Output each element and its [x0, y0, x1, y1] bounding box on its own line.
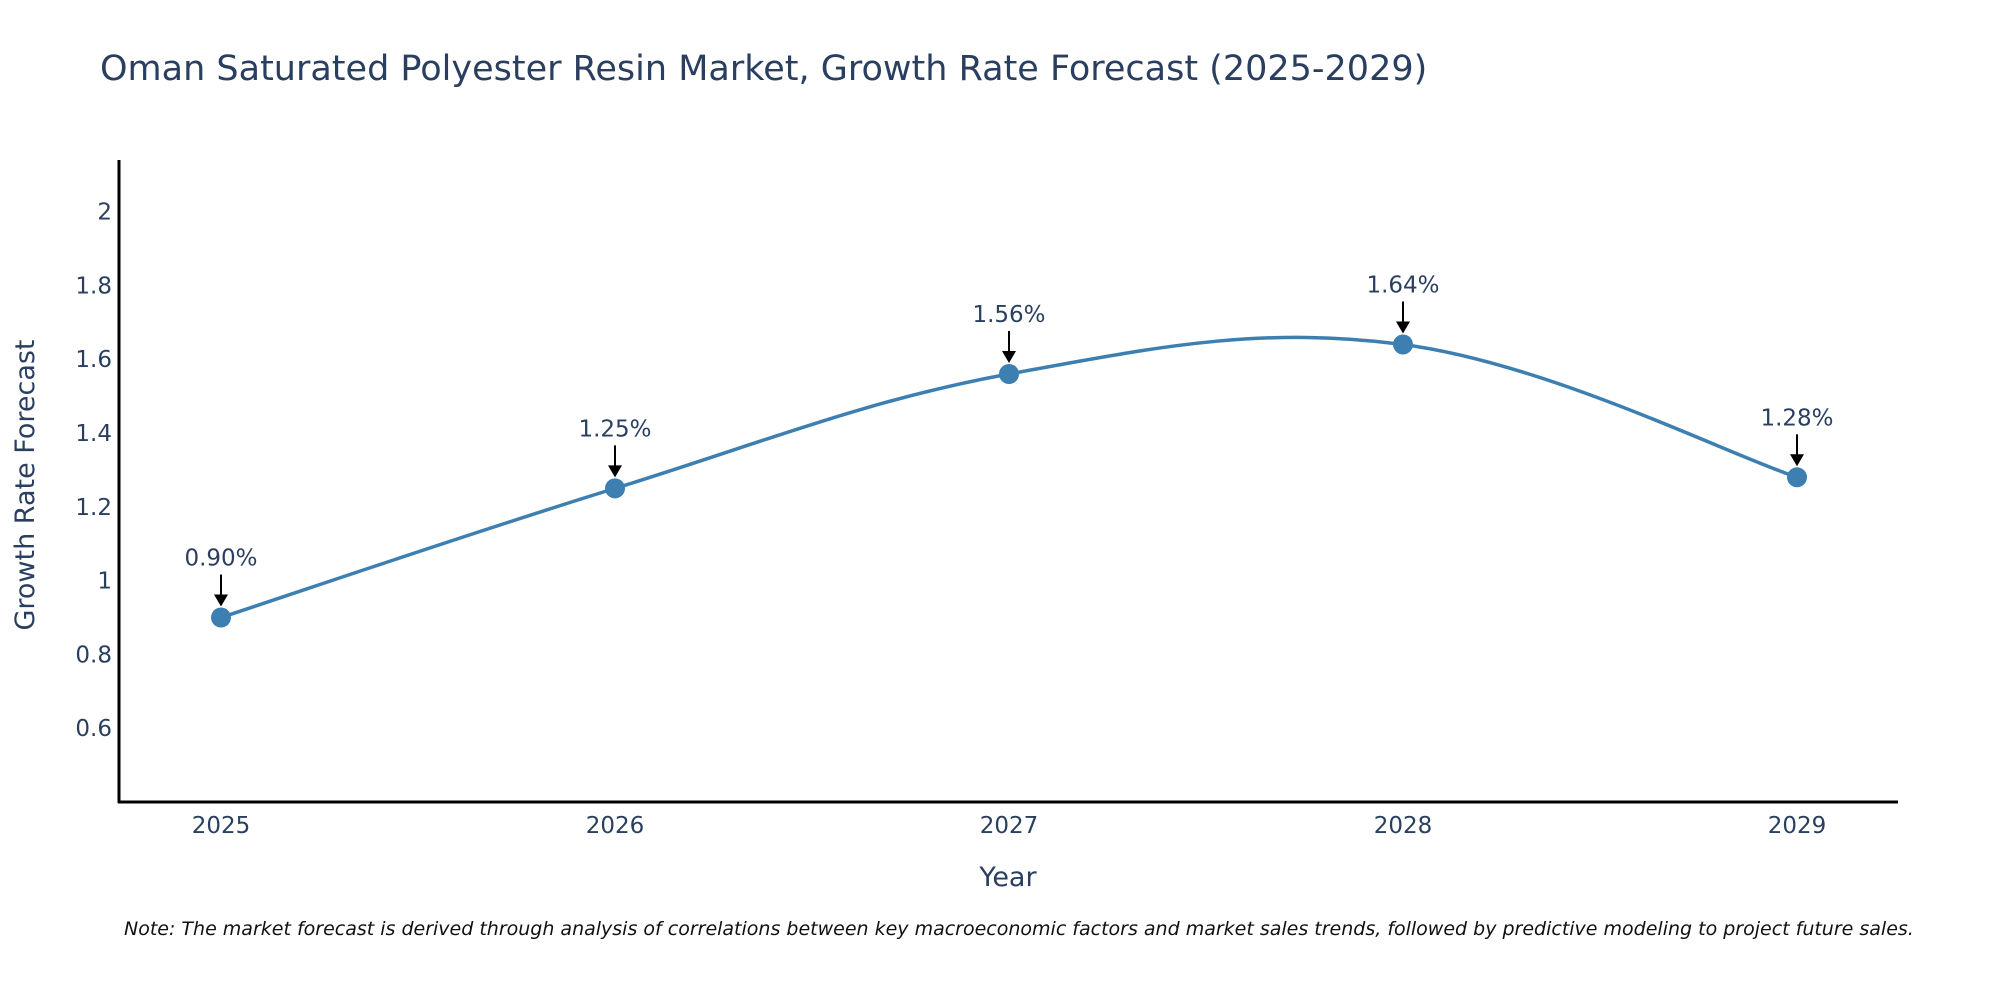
chart-title: Oman Saturated Polyester Resin Market, G… [100, 49, 1427, 89]
data-point [1393, 334, 1413, 355]
x-tick-label: 2029 [1768, 813, 1827, 839]
y-tick-label: 1.4 [75, 421, 112, 447]
annotation-arrow-head [1002, 351, 1016, 363]
annotation-arrow-head [608, 465, 622, 478]
annotation-arrow-head [214, 594, 228, 607]
annotation-arrow-head [1790, 454, 1804, 467]
data-markers [211, 334, 1807, 628]
axes [117, 160, 1898, 804]
y-tick-label: 0.6 [75, 716, 112, 742]
data-point [605, 478, 625, 499]
y-tick-label: 0.8 [75, 642, 112, 668]
x-tick-label: 2026 [586, 813, 645, 839]
data-point [211, 607, 231, 628]
tick-labels: 0.6 0.8 1 1.2 1.4 1.6 1.8 2 2025 2026 2027 2028 2029 [75, 200, 1826, 839]
data-label: 1.64% [1366, 272, 1439, 298]
y-axis-label: Growth Rate Forecast [10, 339, 41, 630]
y-tick-label: 1.6 [75, 347, 112, 373]
x-tick-label: 2028 [1374, 813, 1433, 839]
data-label: 1.28% [1760, 405, 1833, 431]
data-annotations: 0.90% 1.25% 1.56% 1.64% 1.28% [184, 272, 1834, 607]
y-tick-label: 1.8 [75, 273, 112, 299]
data-label: 1.56% [972, 302, 1045, 328]
y-tick-label: 2 [97, 200, 112, 226]
y-tick-label: 1.2 [75, 495, 112, 521]
footnote: Note: The market forecast is derived thr… [124, 918, 1914, 940]
data-label: 1.25% [578, 416, 651, 442]
annotation-arrow-head [1396, 321, 1410, 334]
data-label: 0.90% [184, 546, 257, 572]
x-tick-label: 2027 [980, 813, 1039, 839]
x-axis-label: Year [978, 862, 1037, 893]
y-tick-label: 1 [97, 569, 112, 595]
data-point [999, 364, 1019, 384]
data-point [1787, 467, 1807, 488]
x-tick-label: 2025 [192, 813, 251, 839]
